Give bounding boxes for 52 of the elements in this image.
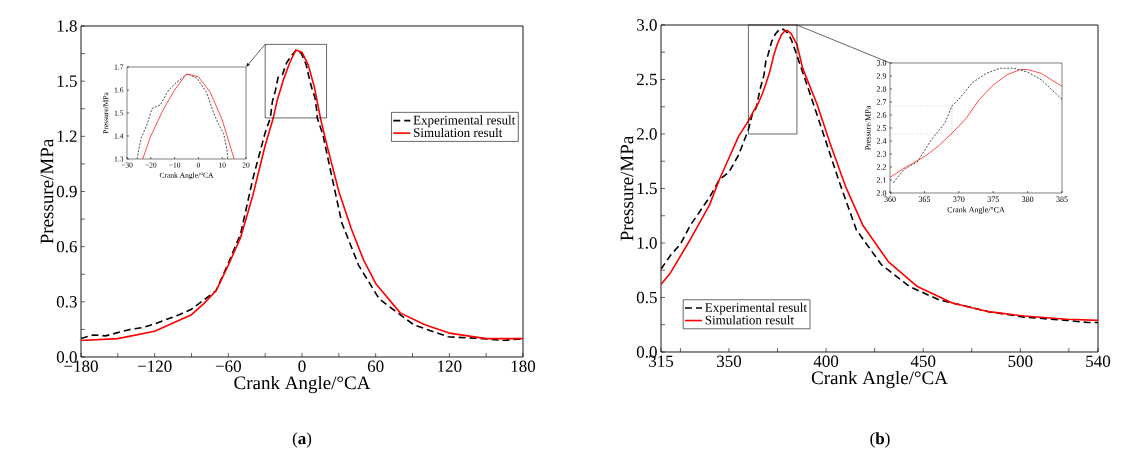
y-tick-label: 1.5: [637, 182, 657, 195]
x-tick-label: 500: [1008, 355, 1033, 368]
x-tick-label: 180: [511, 360, 536, 373]
x-tick-label: 365: [918, 196, 931, 202]
y-tick-label: 1.0: [637, 237, 657, 249]
x-tick-label: 60: [367, 360, 384, 373]
y-tick-label: 0.3: [56, 296, 77, 308]
y-tick-label: 1.8: [57, 20, 77, 32]
y-tick-label: 0.5: [636, 291, 657, 304]
y-axis-title: Pressure/MPa: [40, 138, 54, 244]
x-tick-label: 375: [987, 196, 999, 202]
x-axis-title: Crank Angle/°CA: [947, 206, 1005, 215]
x-tick-label: 120: [438, 360, 462, 373]
legend-label: Experimental result: [413, 115, 516, 128]
y-tick-label: 0.9: [56, 185, 77, 198]
y-tick-label: 2.6: [876, 112, 887, 118]
x-tick-label: 380: [1021, 196, 1034, 202]
y-tick-label: 3.0: [637, 19, 657, 31]
text: (a): [292, 432, 312, 448]
y-tick-label: 1.5: [57, 75, 77, 87]
x-tick-label: −60: [215, 360, 241, 373]
y-tick-label: 3.0: [876, 60, 887, 66]
y-tick-label: 0.6: [56, 240, 77, 253]
legend-label: Simulation result: [413, 127, 503, 138]
y-tick-label: 2.8: [876, 86, 887, 92]
x-tick-label: 350: [717, 355, 742, 368]
x-axis-title: Crank Angle/°CA: [234, 375, 371, 394]
y-axis-title: Pressure/MPa: [620, 135, 634, 241]
y-tick-label: 2.2: [876, 164, 887, 170]
x-tick-label: 370: [953, 196, 965, 202]
x-tick-label: −120: [137, 360, 172, 373]
y-tick-label: 2.3: [876, 151, 887, 157]
x-tick-label: 450: [910, 355, 936, 368]
x-tick-label: 385: [1056, 196, 1068, 202]
y-tick-label: 2.4: [876, 138, 887, 144]
text: (b): [870, 432, 890, 448]
y-tick-label: 2.5: [876, 125, 887, 131]
y-axis-title: Pressure/MPa: [865, 105, 871, 150]
y-tick-label: 2.0: [876, 190, 887, 196]
x-tick-label: 540: [1086, 355, 1111, 368]
y-tick-label: 2.5: [636, 73, 657, 86]
x-tick-label: 400: [813, 355, 839, 368]
x-tick-label: 360: [884, 196, 896, 202]
y-tick-label: 2.7: [876, 99, 887, 105]
y-tick-label: 2.0: [636, 128, 657, 140]
y-tick-label: 2.9: [876, 73, 887, 79]
legend-label: Experimental result: [705, 302, 807, 315]
x-axis-title: Crank Angle/°CA: [811, 370, 948, 389]
legend-label: Simulation result: [705, 315, 794, 325]
y-tick-label: 1.2: [57, 130, 77, 143]
y-tick-label: 2.1: [876, 177, 886, 183]
x-tick-label: 0: [298, 360, 306, 373]
